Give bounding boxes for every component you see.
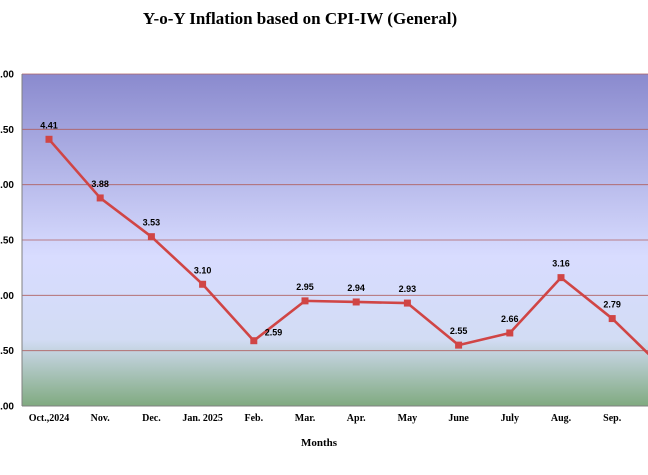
data-label: 2.55: [450, 326, 468, 336]
data-point-marker: [148, 233, 155, 240]
data-label: 2.79: [603, 300, 621, 310]
data-point-marker: [97, 194, 104, 201]
data-point-marker: [199, 281, 206, 288]
y-tick-label: 5.00: [0, 70, 14, 81]
data-point-marker: [302, 297, 309, 304]
data-label: 2.94: [347, 283, 365, 293]
x-tick-label: July: [501, 413, 519, 424]
y-tick-label: 3.50: [0, 236, 14, 247]
x-tick-label: Dec.: [142, 413, 161, 424]
data-label: 3.10: [194, 265, 212, 275]
x-axis-ticks: Oct.,2024 Nov. Dec. Jan. 2025 Feb. Mar. Apr. Ma…: [29, 413, 622, 424]
data-point-marker: [404, 300, 411, 307]
x-tick-label: Feb.: [244, 413, 263, 424]
x-tick-label: Aug.: [551, 413, 572, 424]
data-point-marker: [46, 136, 53, 143]
data-label: 3.16: [552, 259, 570, 269]
data-point-marker: [455, 342, 462, 349]
x-tick-label: Nov.: [91, 413, 111, 424]
x-tick-label: June: [448, 413, 469, 424]
y-tick-label: 3.00: [0, 291, 14, 302]
x-tick-label: Jan. 2025: [182, 413, 223, 424]
y-tick-label: 4.00: [0, 180, 14, 191]
data-label: 4.41: [40, 120, 58, 130]
x-tick-label: Mar.: [295, 413, 316, 424]
data-label: 2.66: [501, 314, 519, 324]
data-label: 2.95: [296, 282, 314, 292]
y-tick-label: 2.50: [0, 346, 14, 357]
x-tick-label: Sep.: [603, 413, 622, 424]
data-point-marker: [558, 274, 565, 281]
x-tick-label: May: [398, 413, 417, 424]
x-tick-label: Apr.: [347, 413, 366, 424]
chart-title: Y-o-Y Inflation based on CPI-IW (General…: [143, 9, 457, 28]
data-label: 2.93: [399, 284, 417, 294]
y-axis-ticks: 2.00 2.50 3.00 3.50 4.00 4.50 5.00: [0, 70, 14, 413]
x-tick-label: Oct.,2024: [29, 413, 70, 424]
data-label: 3.53: [143, 218, 161, 228]
data-point-marker: [506, 329, 513, 336]
data-point-marker: [609, 315, 616, 322]
y-tick-label: 2.00: [0, 402, 14, 413]
data-point-marker: [353, 298, 360, 305]
data-label: 2.59: [265, 328, 283, 338]
data-point-marker: [250, 337, 257, 344]
x-axis-label: Months: [301, 437, 338, 449]
data-label: 3.88: [91, 179, 109, 189]
y-tick-label: 4.50: [0, 125, 14, 136]
